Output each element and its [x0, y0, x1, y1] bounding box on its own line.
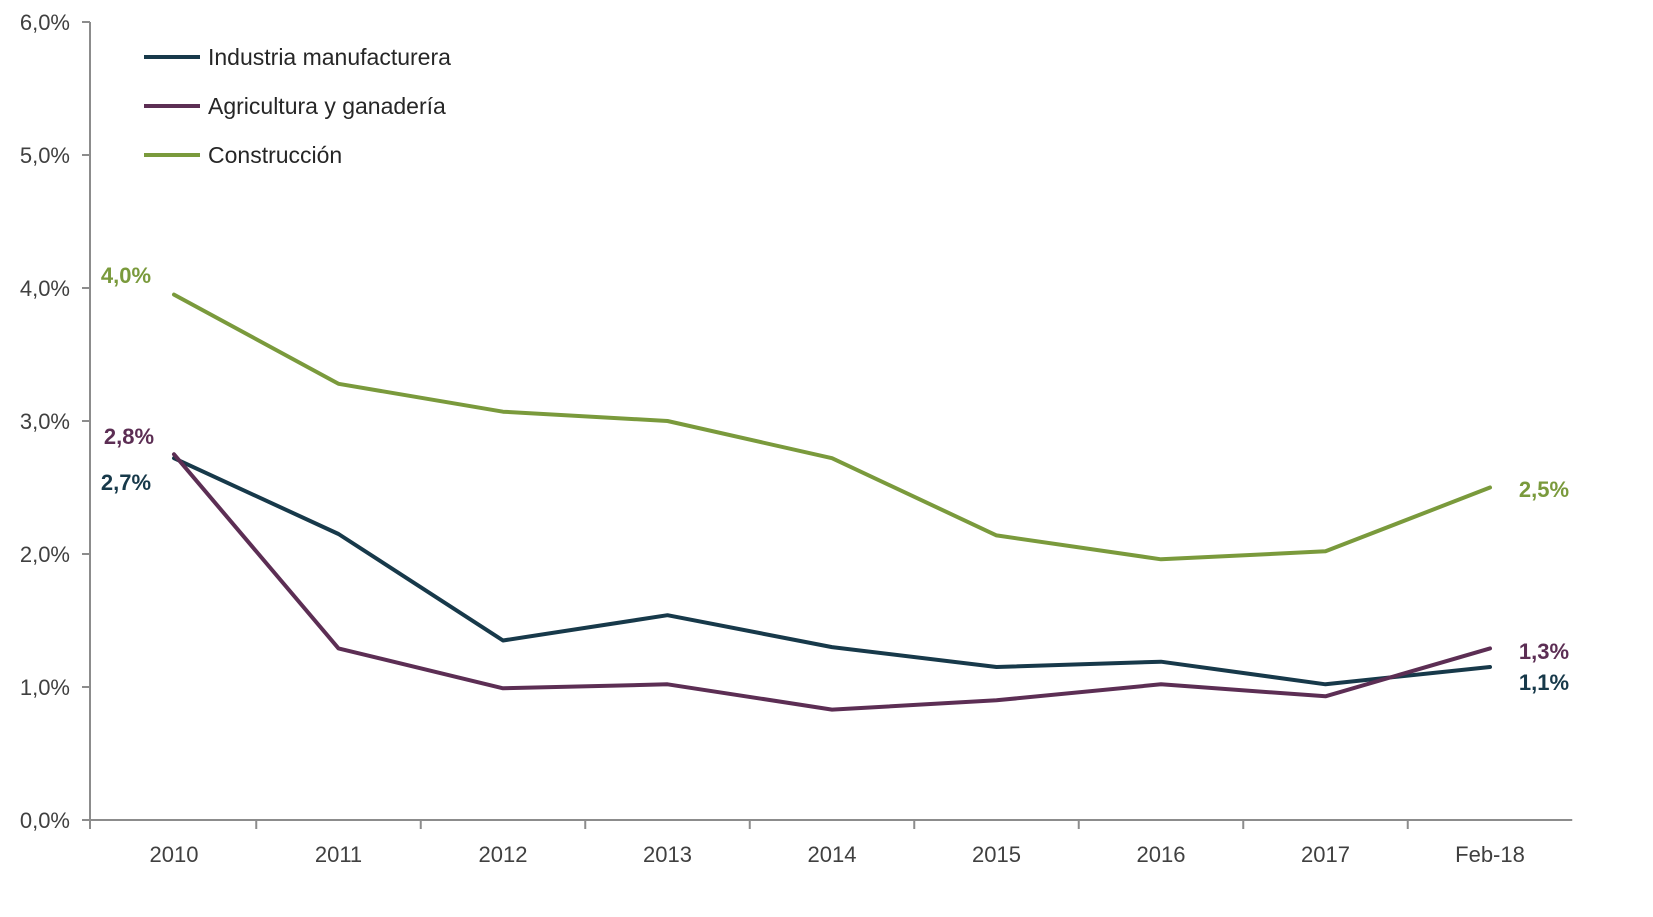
y-tick-label: 6,0% [20, 10, 70, 35]
x-tick-label: 2014 [808, 842, 857, 867]
data-label: 2,7% [101, 470, 151, 495]
y-tick-label: 0,0% [20, 808, 70, 833]
y-tick-label: 3,0% [20, 409, 70, 434]
x-tick-label: Feb-18 [1455, 842, 1525, 867]
y-tick-label: 2,0% [20, 542, 70, 567]
data-label: 2,5% [1519, 477, 1569, 502]
x-tick-label: 2016 [1137, 842, 1186, 867]
y-tick-label: 1,0% [20, 675, 70, 700]
axes: 0,0% 1,0% 2,0% 3,0% 4,0% 5,0% 6,0% 2010 2011 2012… [20, 10, 1573, 867]
legend-label: Agricultura y ganadería [208, 93, 446, 119]
data-label: 4,0% [101, 263, 151, 288]
series-line-1 [172, 452, 1492, 712]
legend: Industria manufacturera Agricultura y gan… [144, 44, 451, 168]
x-tick-label: 2011 [315, 842, 362, 867]
data-labels: 2,7% 1,1% 2,8% 1,3% 4,0% 2,5% [101, 263, 1569, 695]
y-tick-label: 4,0% [20, 276, 70, 301]
data-label: 1,3% [1519, 639, 1569, 664]
x-tick-label: 2013 [643, 842, 692, 867]
series-line-2 [172, 292, 1492, 562]
data-label: 1,1% [1519, 670, 1569, 695]
x-tick-label: 2015 [972, 842, 1021, 867]
y-tick-label: 5,0% [20, 143, 70, 168]
x-tick-label: 2010 [150, 842, 199, 867]
data-label: 2,8% [104, 424, 154, 449]
legend-label: Construcción [208, 142, 342, 168]
x-tick-label: 2012 [479, 842, 528, 867]
legend-label: Industria manufacturera [208, 44, 451, 70]
series-line-0 [172, 456, 1492, 687]
x-tick-label: 2017 [1301, 842, 1350, 867]
series-lines [172, 292, 1492, 712]
